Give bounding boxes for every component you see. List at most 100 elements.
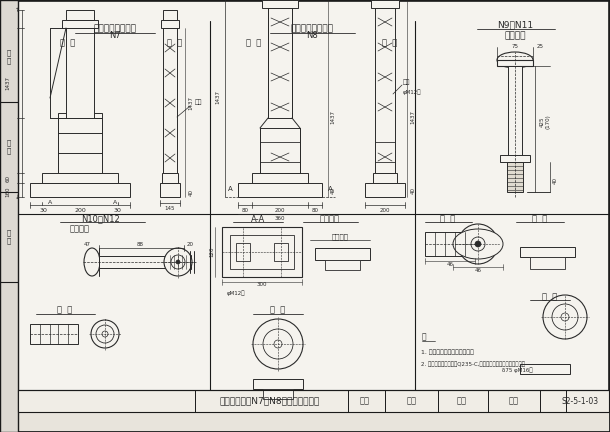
Circle shape — [561, 313, 569, 321]
Text: 30: 30 — [113, 209, 121, 213]
Text: 螺  母: 螺 母 — [440, 215, 456, 223]
Circle shape — [253, 319, 303, 369]
Text: 46: 46 — [475, 267, 481, 273]
Text: 80: 80 — [242, 209, 248, 213]
Text: 图号: 图号 — [509, 397, 519, 406]
Text: 注: 注 — [422, 333, 426, 342]
Bar — [263, 389, 293, 399]
Text: 连接螺栓: 连接螺栓 — [504, 32, 526, 41]
Text: 板厚: 板厚 — [195, 99, 203, 105]
Text: N9、N11: N9、N11 — [497, 20, 533, 29]
Bar — [508, 66, 522, 162]
Text: 1437: 1437 — [188, 96, 193, 110]
Text: 200: 200 — [380, 209, 390, 213]
Bar — [375, 8, 395, 173]
Text: 垫片尺寸: 垫片尺寸 — [320, 215, 340, 223]
Text: 板厚: 板厚 — [403, 79, 411, 85]
Circle shape — [91, 320, 119, 348]
Bar — [500, 155, 530, 162]
Text: 300: 300 — [257, 283, 267, 288]
Bar — [30, 324, 78, 344]
Bar — [365, 183, 405, 197]
Text: 垫  圈: 垫 圈 — [270, 305, 285, 314]
Bar — [315, 248, 370, 260]
Bar — [18, 390, 609, 412]
Text: δ75 φM16孔: δ75 φM16孔 — [502, 367, 533, 373]
Text: 螺  母: 螺 母 — [57, 305, 73, 314]
Bar — [222, 227, 302, 277]
Bar — [42, 173, 118, 183]
Bar — [162, 173, 178, 183]
Circle shape — [171, 255, 185, 269]
Text: 主桥护栏立柱N7、N8及连接螺栓大样: 主桥护栏立柱N7、N8及连接螺栓大样 — [220, 397, 320, 406]
Circle shape — [471, 237, 485, 251]
Circle shape — [176, 260, 180, 264]
Text: 425
(170): 425 (170) — [540, 114, 550, 129]
Text: 160: 160 — [5, 187, 10, 197]
Text: 30: 30 — [39, 209, 47, 213]
Text: 360: 360 — [274, 216, 285, 222]
Text: 120: 120 — [209, 247, 215, 257]
Text: ↓: ↓ — [15, 194, 20, 200]
Bar — [236, 243, 250, 261]
Text: 垫片大小: 垫片大小 — [331, 234, 348, 240]
Text: 侧  面: 侧 面 — [167, 38, 182, 48]
Bar — [373, 173, 397, 183]
Text: 1437: 1437 — [411, 110, 415, 124]
Text: ↑: ↑ — [15, 7, 20, 13]
Bar — [520, 364, 570, 374]
Text: 垫  圈: 垫 圈 — [533, 215, 548, 223]
Text: 200: 200 — [274, 209, 285, 213]
Circle shape — [274, 340, 282, 348]
Bar — [58, 113, 102, 173]
Bar — [160, 183, 180, 197]
Bar — [238, 183, 322, 197]
Text: 20: 20 — [187, 242, 193, 248]
Bar — [66, 28, 94, 118]
Circle shape — [102, 331, 108, 337]
Ellipse shape — [497, 52, 533, 68]
Bar — [520, 247, 575, 257]
Bar — [262, 0, 298, 8]
Text: 复核: 复核 — [407, 397, 417, 406]
Text: 晒
图: 晒 图 — [7, 230, 11, 244]
Text: 审核: 审核 — [457, 397, 467, 406]
Text: 1437: 1437 — [215, 90, 220, 104]
Bar — [530, 257, 565, 269]
Text: N10、N12: N10、N12 — [81, 215, 120, 223]
Text: 40: 40 — [188, 190, 193, 197]
Bar — [230, 235, 294, 269]
Bar — [274, 243, 288, 261]
Bar — [371, 0, 399, 8]
Text: 47: 47 — [84, 242, 90, 248]
Text: S2-5-1-03: S2-5-1-03 — [561, 397, 598, 406]
Text: 40: 40 — [553, 177, 558, 184]
Circle shape — [164, 248, 192, 276]
Bar — [163, 28, 177, 173]
Text: 80: 80 — [312, 209, 318, 213]
Ellipse shape — [84, 248, 100, 276]
Text: 垫  圈: 垫 圈 — [542, 292, 558, 302]
Text: 60: 60 — [5, 175, 10, 181]
Bar — [253, 379, 303, 389]
Text: A: A — [328, 186, 332, 192]
Bar — [62, 20, 98, 28]
Text: 40: 40 — [411, 187, 415, 194]
Bar — [163, 10, 177, 20]
Text: 1437: 1437 — [331, 110, 336, 124]
Text: A: A — [48, 200, 52, 204]
Bar — [161, 20, 179, 28]
Bar — [99, 256, 184, 268]
Text: N7: N7 — [109, 32, 121, 41]
Circle shape — [543, 295, 587, 339]
Bar — [325, 260, 360, 270]
Text: 145: 145 — [165, 206, 175, 212]
Circle shape — [475, 241, 481, 247]
Circle shape — [96, 325, 114, 343]
Text: 25: 25 — [537, 44, 544, 50]
Text: 88: 88 — [137, 242, 143, 248]
Bar — [268, 8, 292, 118]
Bar — [507, 162, 523, 192]
Text: 1. 图中尺寸均以毫米为单位。: 1. 图中尺寸均以毫米为单位。 — [421, 349, 474, 355]
Circle shape — [458, 224, 498, 264]
